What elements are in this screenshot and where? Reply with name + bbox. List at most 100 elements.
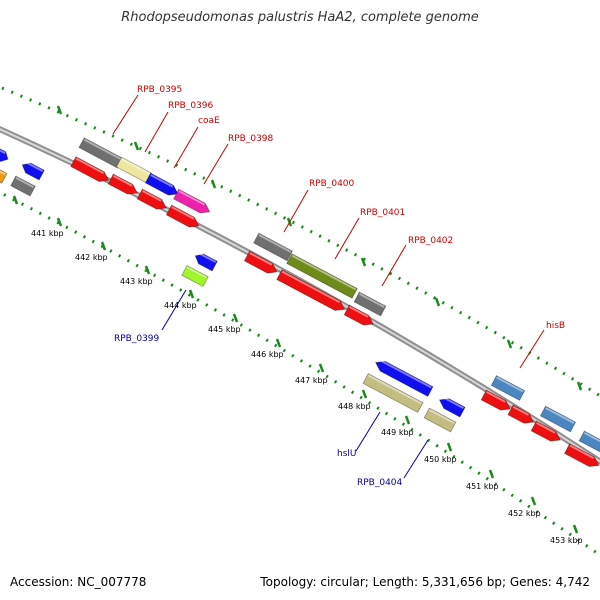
gene-body — [507, 404, 535, 424]
gene-shine — [24, 160, 44, 173]
cds-coae — [136, 188, 167, 210]
scale-label: 447 kbp — [295, 376, 328, 385]
gene-body — [375, 360, 434, 397]
gene-body — [173, 188, 211, 214]
gene-shine — [0, 169, 6, 176]
gene-shine — [512, 405, 529, 416]
gene-shine — [291, 254, 357, 291]
gene-rpb0395 — [78, 137, 124, 169]
map-title: Rhodopseudomonas palustris HaA2, complet… — [121, 10, 479, 25]
cds-partial — [563, 443, 600, 467]
genome-backbone — [0, 125, 600, 466]
gene-shine — [349, 306, 369, 318]
backbone-highlight — [0, 128, 600, 463]
leader-line — [519, 329, 545, 369]
gene-body — [578, 430, 600, 456]
gene-partial — [0, 168, 8, 184]
topology-text: Topology: circular; Length: 5,331,656 bp… — [260, 575, 590, 589]
major-tick — [188, 289, 195, 299]
backbone-line — [0, 125, 600, 466]
gene-shine — [486, 391, 506, 403]
gene-shine — [249, 252, 273, 266]
major-tick — [506, 339, 513, 349]
gene-label-rpb0404: RPB_0404 — [357, 478, 403, 488]
tick-track-outer — [1, 86, 600, 398]
gene-rpb0404-cds — [438, 395, 466, 418]
gene-partial — [0, 145, 9, 162]
gene-body — [78, 137, 124, 169]
major-tick — [572, 524, 579, 534]
gene-label-rpb0398: RPB_0398 — [228, 134, 274, 144]
gene-rpb0398 — [173, 188, 211, 214]
gene-body — [194, 253, 218, 272]
cds-next — [507, 404, 535, 424]
gene-shine — [569, 444, 595, 460]
major-tick — [56, 217, 63, 227]
major-tick — [133, 141, 140, 151]
gene-shine — [367, 374, 422, 405]
gene-label-rpb0402: RPB_0402 — [408, 236, 453, 246]
gene-rpb0404 — [423, 407, 457, 433]
gene-shine — [545, 407, 575, 424]
gene-rpb0399 — [181, 264, 209, 288]
gene-partial — [21, 160, 45, 181]
gene-body — [21, 162, 45, 181]
leader-line — [144, 111, 169, 153]
gene-shine — [150, 174, 174, 188]
gene-partial — [578, 430, 600, 456]
cds-rpb0398 — [165, 204, 200, 228]
major-tick — [404, 415, 411, 425]
gene-label-layer: RPB_0395 RPB_0396 coaE RPB_0398 RPB_0400… — [112, 85, 565, 488]
major-tick — [360, 257, 367, 267]
major-tick — [318, 363, 325, 373]
gene-body — [563, 443, 600, 467]
gene-rpb0399-arrow — [194, 251, 218, 272]
major-tick — [361, 389, 368, 399]
scale-label: 448 kbp — [338, 402, 371, 411]
leader-line — [283, 189, 309, 233]
gene-rpb0400 — [253, 232, 293, 262]
scale-label: 453 kbp — [550, 536, 583, 545]
gene-shine — [536, 422, 556, 434]
gene-label-rpb0399: RPB_0399 — [114, 334, 160, 344]
gene-shine — [441, 395, 464, 409]
gene-shine — [197, 251, 217, 264]
gene-body — [10, 175, 36, 197]
scale-label: 444 kbp — [164, 301, 197, 310]
leader-line — [403, 439, 429, 479]
gene-next — [539, 405, 577, 433]
major-tick — [530, 496, 537, 506]
leader-line — [381, 244, 407, 287]
gene-body — [144, 172, 179, 196]
cds-hisb — [480, 389, 511, 411]
gene-shine — [281, 270, 340, 303]
gene-body — [490, 375, 526, 401]
major-tick — [144, 265, 151, 275]
tick-dots — [1, 86, 600, 398]
scale-label: 446 kbp — [251, 350, 284, 359]
gene-hisb — [490, 375, 526, 401]
scale-label: 445 kbp — [208, 325, 241, 334]
gene-shine — [142, 190, 162, 202]
leader-line — [112, 94, 139, 135]
cds-rpb0396 — [107, 173, 138, 195]
gene-body — [107, 173, 138, 195]
gene-body — [353, 291, 387, 317]
gene-label-rpb0400: RPB_0400 — [309, 179, 355, 189]
major-tick — [446, 442, 453, 452]
gene-body — [530, 420, 561, 442]
gene-body — [253, 232, 293, 262]
gene-shine — [496, 376, 524, 393]
major-tick — [488, 469, 495, 479]
leader-line — [161, 289, 187, 331]
gene-body — [181, 264, 209, 288]
major-tick — [434, 297, 441, 307]
scale-label: 442 kbp — [75, 253, 108, 262]
gene-body — [70, 156, 110, 182]
cds-rpb0400 — [243, 250, 278, 274]
gene-shine — [171, 206, 195, 220]
scale-label: 451 kbp — [466, 482, 499, 491]
gene-body — [276, 269, 346, 311]
major-tick — [56, 105, 63, 115]
